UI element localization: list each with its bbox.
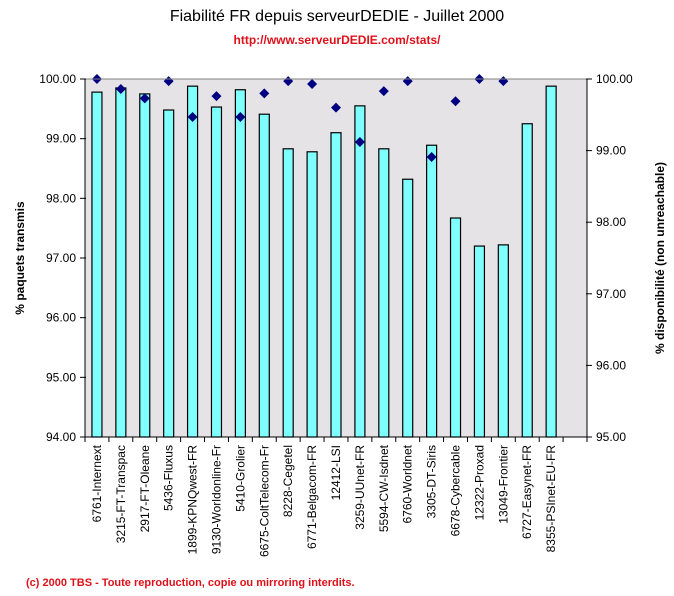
y-tick-label: 94.00 — [46, 430, 76, 444]
x-tick-label: 6727-Easynet-FR — [520, 445, 534, 539]
y2-tick-label: 100.00 — [596, 72, 633, 86]
bar — [163, 109, 175, 438]
bar — [545, 85, 557, 438]
bar — [258, 113, 270, 438]
bar — [402, 178, 414, 438]
x-tick-label: 12322-Proxad — [472, 445, 486, 520]
diamond-marker — [426, 152, 437, 163]
y2-tick-label: 97.00 — [596, 287, 626, 301]
bar — [521, 123, 533, 438]
bar — [473, 245, 486, 438]
y-tick-label: 96.00 — [46, 311, 76, 325]
x-tick-label: 13049-Frontier — [496, 445, 510, 524]
x-tick-label: 6760-Worldnet — [401, 444, 415, 523]
bar — [354, 105, 366, 438]
bar — [282, 148, 294, 438]
x-tick-label: 3305-DT-Siris — [425, 445, 439, 518]
x-tick-label: 5436-Fluxus — [162, 445, 176, 511]
x-tick-label: 1899-KPNQwest-FR — [186, 445, 200, 555]
y-tick-label: 100.00 — [39, 72, 76, 86]
x-tick-label: 6771-Belgacom-FR — [305, 445, 319, 549]
diamond-marker — [307, 79, 318, 90]
x-tick-label: 9130-Worldonline-Fr — [209, 445, 223, 554]
bar — [210, 106, 223, 438]
y-tick-label: 95.00 — [46, 370, 76, 384]
y2-tick-label: 98.00 — [596, 215, 626, 229]
y-tick-label: 97.00 — [46, 251, 76, 265]
chart-title: Fiabilité FR depuis serveurDEDIE - Juill… — [169, 8, 505, 25]
x-tick-label: 8355-PSInet-EU-FR — [544, 445, 558, 553]
bar — [91, 91, 103, 438]
bar — [234, 89, 246, 438]
diamond-marker — [378, 86, 389, 97]
copyright-footer: (c) 2000 TBS - Toute reproduction, copie… — [26, 577, 355, 589]
y2-tick-label: 95.00 — [596, 430, 626, 444]
diamond-marker — [139, 93, 150, 104]
x-tick-label: 6761-Internext — [90, 444, 104, 522]
marker-series — [91, 74, 509, 163]
diamond-marker — [354, 137, 365, 148]
x-tick-label: 5410-Grolier — [233, 445, 247, 512]
x-tick-label: 8228-Cegetel — [281, 445, 295, 517]
diamond-marker — [259, 88, 270, 99]
diamond-marker — [187, 111, 198, 122]
axes: 94.00 95.00 96.00 97.00 98.00 99.00 100.00 95.0… — [39, 72, 633, 557]
bar — [139, 93, 151, 438]
x-tick-label: 5594-CW-Isdnet — [377, 444, 391, 532]
bar — [378, 148, 390, 438]
bar — [186, 85, 199, 438]
x-tick-label: 2917-FT-Oleane — [138, 445, 152, 533]
chart-subtitle-url[interactable]: http://www.serveurDEDIE.com/stats/ — [233, 33, 441, 47]
y2-tick-label: 99.00 — [596, 144, 626, 158]
x-tick-label: 3259-UUnet-FR — [353, 445, 367, 530]
x-tick-label: 6675-ColtTelecom-Fr — [257, 445, 271, 557]
y-tick-label: 99.00 — [46, 132, 76, 146]
y-axis-label: % paquets transmis — [13, 201, 27, 315]
bar — [426, 144, 438, 438]
x-tick-label: 3215-FT-Transpac — [114, 445, 128, 543]
y-tick-label: 98.00 — [46, 191, 76, 205]
bar — [449, 217, 462, 438]
x-tick-label: 6678-Cybercable — [449, 445, 463, 537]
diamond-marker — [115, 84, 126, 95]
bar — [497, 244, 509, 438]
diamond-marker — [211, 91, 222, 102]
diamond-marker — [235, 111, 246, 122]
diamond-marker — [450, 96, 461, 107]
y2-tick-label: 96.00 — [596, 358, 626, 372]
x-tick-label: 12412-LSI — [329, 445, 343, 500]
bar — [306, 151, 318, 438]
bar — [330, 132, 342, 438]
diamond-marker — [331, 102, 341, 113]
y2-axis-label: % disponibilité (non unreachable) — [653, 162, 667, 354]
bar — [115, 87, 127, 438]
